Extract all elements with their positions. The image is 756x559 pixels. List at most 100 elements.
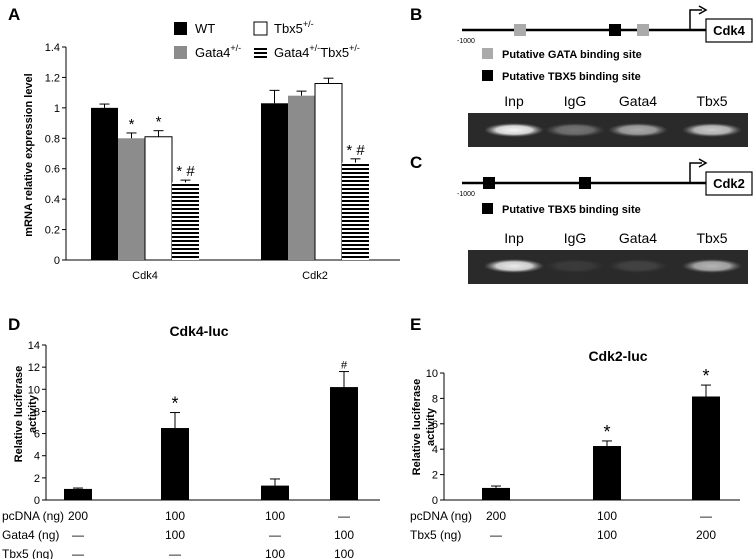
panel-a-bar-s1-c1 [288, 95, 315, 260]
gel-lanes-b: Inp IgG Gata4 Tbx5 [504, 93, 728, 109]
panel-a-ytick-label-0: 0 [54, 255, 60, 267]
panel-d-ytick-label-3: 6 [34, 429, 40, 441]
gata-site-b1 [514, 24, 526, 36]
panel-d-title: Cdk4-luc [169, 323, 228, 339]
panel-d-bar-3 [330, 387, 358, 500]
panel-a-category-0: Cdk4 [132, 270, 158, 282]
panel-d-ytick-label-4: 8 [34, 406, 40, 418]
panel-d-bar-2 [261, 485, 289, 500]
panel-e-ytick-label-4: 8 [432, 393, 438, 405]
panel-d-bar-1 [161, 428, 189, 500]
panel-a-ytick-label-5: 1 [54, 103, 60, 115]
legend-label-wt: WT [195, 21, 215, 36]
panel-d-cond-0-3: — [338, 509, 350, 523]
panel-a-sig-s2-c0: * [156, 114, 162, 131]
panel-a-ytick-label-2: 0.4 [45, 194, 60, 206]
panel-a-bar-s1-c0 [118, 138, 145, 260]
panel-a-plot: 0 0.2 0.4 0.6 0.8 1 1.2 1.4 Cdk4 * * * # Cdk2 * # [45, 42, 400, 282]
gel-band-c-2 [608, 259, 668, 273]
panel-letter-a: A [8, 5, 20, 24]
panel-d-plot: 0 2 4 6 8 10 12 14 * # pcDNA (ng) 200 100 100 — Gata4 (… [2, 340, 380, 559]
gene-label-b: Cdk4 [713, 23, 746, 38]
panel-d-ylabel-1: Relative luciferase [13, 366, 25, 463]
panel-a-ytick-label-6: 1.2 [45, 72, 60, 84]
panel-a-bar-s0-c0 [91, 107, 118, 260]
panel-a-category-1: Cdk2 [302, 270, 328, 282]
panel-letter-b: B [410, 5, 422, 24]
panel-b: B Cdk4 -1000 Putative GATA binding site … [410, 5, 753, 147]
panel-d-cond-1-2: — [269, 528, 281, 542]
gel-band-c-1 [545, 259, 605, 273]
legend-label-double: Gata4+/-Tbx5+/- [274, 43, 360, 60]
key-swatch-tbx5-c [482, 203, 493, 214]
panel-e-ytick-label-1: 2 [432, 470, 438, 482]
gene-label-c: Cdk2 [713, 176, 745, 191]
panel-a-sig-s3-c1: * # [346, 142, 365, 159]
panel-e-cond-label-0: pcDNA (ng) [410, 509, 472, 523]
panel-e-ylabel-1: Relative luciferase [411, 379, 423, 476]
panel-d-ytick-label-1: 2 [34, 473, 40, 485]
panel-e-ytick-label-5: 10 [426, 368, 438, 380]
panel-e: E Cdk2-luc Relative luciferase activity … [410, 315, 740, 542]
key-swatch-gata-b [482, 48, 493, 59]
tss-arrow-c [689, 162, 702, 183]
legend-label-tbx5: Tbx5+/- [274, 19, 314, 36]
legend-label-gata4: Gata4+/- [195, 43, 241, 60]
key-swatch-tbx5-b [482, 70, 493, 81]
panel-e-sig-2: * [702, 366, 709, 386]
panel-letter-c: C [410, 153, 422, 172]
panel-e-ytick-label-3: 6 [432, 419, 438, 431]
panel-e-bar-0 [482, 487, 510, 500]
tbx5-site-b1 [609, 24, 621, 36]
panel-e-cond-1-2: 200 [696, 528, 716, 542]
gel-band-b-1 [545, 123, 605, 137]
gene-box-c [705, 171, 753, 196]
panel-d-cond-1-1: 100 [165, 528, 185, 542]
panel-a-legend: WT Tbx5+/- Gata4+/- Gata4+/-Tbx5+/- [174, 19, 360, 60]
panel-a-bar-s2-c0 [144, 136, 173, 261]
gel-lanes-c: Inp IgG Gata4 Tbx5 [504, 230, 728, 246]
panel-a-ytick-label-4: 0.8 [45, 133, 60, 145]
panel-d-ytick-label-2: 4 [34, 451, 40, 463]
panel-d-ytick-label-7: 14 [28, 340, 40, 352]
panel-d-ytick-label-0: 0 [34, 495, 40, 507]
key-label-tbx5-c: Putative TBX5 binding site [502, 204, 641, 216]
gel-band-b-3 [682, 123, 742, 137]
panel-c: C Cdk2 -1000 Putative TBX5 binding site … [410, 153, 753, 284]
gel-lane-label-b-2: Gata4 [619, 93, 657, 109]
legend-swatch-tbx5 [253, 21, 268, 36]
panel-d-cond-2-3: 100 [334, 547, 354, 559]
panel-e-cond-0-0: 200 [486, 509, 506, 523]
panel-d-sig-1: * [171, 394, 178, 414]
panel-a-bar-s2-c1 [314, 83, 343, 261]
legend-swatch-wt [174, 22, 187, 35]
panel-d-cond-0-1: 100 [165, 509, 185, 523]
key-label-tbx5-b: Putative TBX5 binding site [502, 71, 641, 83]
tss-arrowhead-c [698, 158, 708, 168]
panel-d-ytick-label-6: 12 [28, 362, 40, 374]
panel-e-ylabel-2: activity [425, 407, 437, 446]
panel-d-cond-0-0: 200 [68, 509, 88, 523]
panel-e-cond-label-1: Tbx5 (ng) [410, 528, 461, 542]
tbx5-site-c1 [483, 177, 495, 189]
panel-e-bar-1 [593, 446, 621, 500]
panel-e-ytick-label-2: 4 [432, 444, 438, 456]
panel-d-sig-3: # [341, 360, 348, 372]
gel-band-c-3 [682, 259, 742, 273]
panel-a-ytick-label-1: 0.2 [45, 225, 60, 237]
panel-d-ytick-label-5: 10 [28, 384, 40, 396]
gel-lane-label-b-1: IgG [564, 93, 587, 109]
panel-d-bar-0 [64, 488, 92, 500]
panel-a: A WT Tbx5+/- Gata4+/- Gata4+/-Tbx5+/- mR… [8, 5, 400, 282]
gel-lane-label-c-0: Inp [504, 230, 524, 246]
panel-d-cond-1-3: 100 [334, 528, 354, 542]
coord-label-c: -1000 [457, 191, 475, 198]
panel-d-cond-label-2: Tbx5 (ng) [2, 547, 53, 559]
panel-letter-d: D [8, 315, 20, 334]
gel-bands-c [484, 259, 742, 273]
panel-e-cond-1-1: 100 [597, 528, 617, 542]
key-label-gata-b: Putative GATA binding site [502, 49, 642, 61]
panel-e-cond-0-1: 100 [597, 509, 617, 523]
panel-e-cond-1-0: — [490, 528, 502, 542]
panel-e-bar-2 [692, 396, 720, 500]
